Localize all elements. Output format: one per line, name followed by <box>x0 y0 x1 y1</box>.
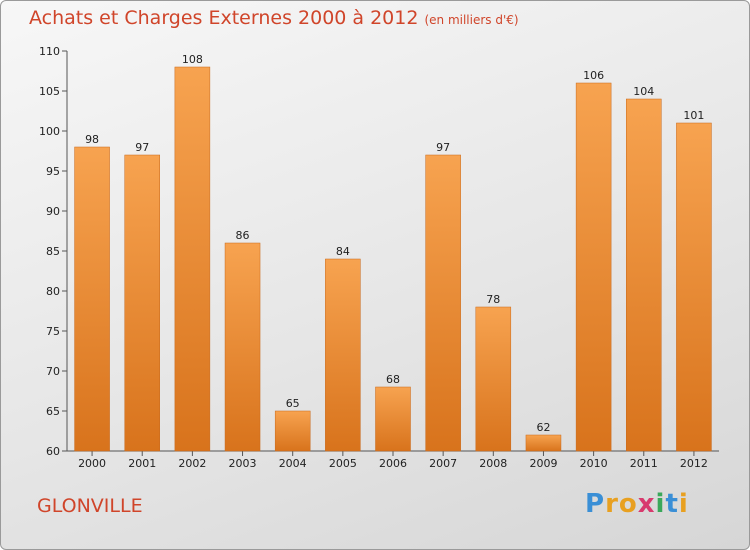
x-tick-label: 2011 <box>630 457 658 470</box>
data-labels: 98 97 108 86 65 84 68 97 78 62 106 104 101 <box>85 53 704 434</box>
y-tick-label: 60 <box>46 445 60 458</box>
data-label-2009: 62 <box>536 421 550 434</box>
x-tick-label: 2012 <box>680 457 708 470</box>
data-label-2006: 68 <box>386 373 400 386</box>
x-tick-label: 2005 <box>329 457 357 470</box>
x-tick-label: 2008 <box>479 457 507 470</box>
data-label-2002: 108 <box>182 53 203 66</box>
bar-2001 <box>124 154 160 452</box>
logo-letter: i <box>655 489 666 519</box>
y-tick-label: 95 <box>46 165 60 178</box>
y-tick-label: 80 <box>46 285 60 298</box>
y-tick-label: 110 <box>39 45 60 58</box>
data-label-2000: 98 <box>85 133 99 146</box>
bar-2003 <box>224 242 261 452</box>
bar-2008 <box>475 306 512 452</box>
bars <box>74 66 712 452</box>
bar-2002 <box>174 66 211 452</box>
data-label-2010: 106 <box>583 69 604 82</box>
logo-letter: x <box>637 489 656 519</box>
commune-name: GLONVILLE <box>37 495 143 517</box>
proxiti-logo: Proxiti <box>585 489 689 519</box>
bar-2005 <box>325 258 361 452</box>
x-tick-label: 2007 <box>429 457 457 470</box>
y-tick-label: 105 <box>39 85 60 98</box>
data-label-2005: 84 <box>336 245 350 258</box>
chart-subtitle: (en milliers d'€) <box>424 13 519 27</box>
data-label-2011: 104 <box>633 85 654 98</box>
bar-2007 <box>425 154 461 452</box>
data-label-2003: 86 <box>236 229 250 242</box>
x-axis: 2000 2001 2002 2003 2004 2005 2006 2007 2008 2009… <box>67 450 719 470</box>
bar-2009 <box>525 434 562 452</box>
y-tick-label: 75 <box>46 325 60 338</box>
bar-2000 <box>74 146 110 452</box>
x-tick-label: 2009 <box>529 457 557 470</box>
x-tick-label: 2004 <box>279 457 307 470</box>
bar-2006 <box>375 386 411 452</box>
y-axis: 60 65 70 75 80 85 90 95 100 105 110 <box>39 45 68 458</box>
data-label-2007: 97 <box>436 141 450 154</box>
x-tick-label: 2006 <box>379 457 407 470</box>
x-tick-label: 2002 <box>178 457 206 470</box>
x-tick-label: 2000 <box>78 457 106 470</box>
bar-2012 <box>676 122 712 452</box>
bar-2010 <box>575 82 612 452</box>
y-tick-label: 85 <box>46 245 60 258</box>
x-tick-label: 2010 <box>580 457 608 470</box>
y-tick-label: 100 <box>39 125 60 138</box>
logo-letter: P <box>585 489 606 519</box>
x-tick-label: 2001 <box>128 457 156 470</box>
title-text: Achats et Charges Externes 2000 à 2012 <box>29 7 419 29</box>
y-tick-label: 70 <box>46 365 60 378</box>
bar-2011 <box>626 98 662 452</box>
logo-letter: i <box>678 489 689 519</box>
bar-2004 <box>274 410 311 452</box>
logo-letter: t <box>665 489 679 519</box>
y-tick-label: 65 <box>46 405 60 418</box>
data-label-2001: 97 <box>135 141 149 154</box>
data-label-2004: 65 <box>286 397 300 410</box>
logo-letter: o <box>618 489 638 519</box>
data-label-2012: 101 <box>683 109 704 122</box>
y-tick-label: 90 <box>46 205 60 218</box>
data-label-2008: 78 <box>486 293 500 306</box>
chart-title: Achats et Charges Externes 2000 à 2012 (e… <box>29 7 519 29</box>
x-tick-label: 2003 <box>229 457 257 470</box>
logo-letter: r <box>605 489 619 519</box>
